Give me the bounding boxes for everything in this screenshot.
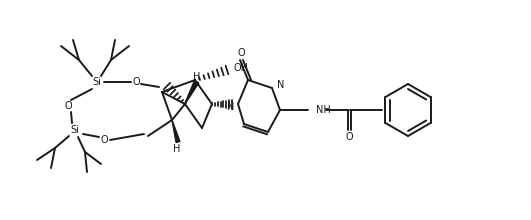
Text: Si: Si: [92, 77, 101, 87]
Text: Si: Si: [71, 125, 80, 135]
Text: O: O: [100, 135, 108, 145]
Text: OH: OH: [234, 63, 249, 73]
Text: O: O: [132, 77, 140, 87]
Text: O: O: [64, 101, 72, 111]
Text: O: O: [237, 48, 245, 58]
Polygon shape: [172, 120, 180, 143]
Text: N: N: [227, 102, 234, 112]
Text: O: O: [345, 132, 353, 142]
Text: H: H: [193, 72, 201, 82]
Text: NH: NH: [316, 105, 331, 115]
Text: N: N: [277, 80, 285, 90]
Polygon shape: [185, 81, 199, 104]
Text: H: H: [173, 144, 181, 154]
